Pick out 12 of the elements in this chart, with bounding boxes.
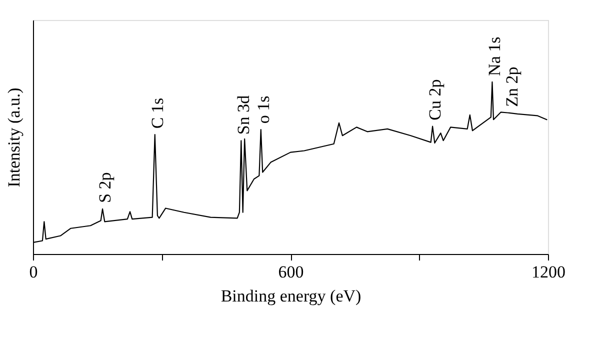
x-tick-label: 600 — [278, 262, 304, 282]
annotation: Sn 3d — [234, 94, 254, 135]
y-axis-title: Intensity (a.u.) — [4, 88, 24, 188]
annotation: S 2p — [96, 172, 115, 203]
annotation: Cu 2p — [426, 79, 445, 120]
x-axis-title: Binding energy (eV) — [220, 286, 362, 306]
annotation: Na 1s — [485, 36, 504, 76]
annotation: o 1s — [254, 96, 273, 124]
annotation: C 1s — [148, 98, 167, 129]
annotation: Zn 2p — [502, 66, 522, 107]
x-tick-label: 1200 — [532, 262, 566, 282]
x-tick-label: 0 — [29, 262, 38, 282]
